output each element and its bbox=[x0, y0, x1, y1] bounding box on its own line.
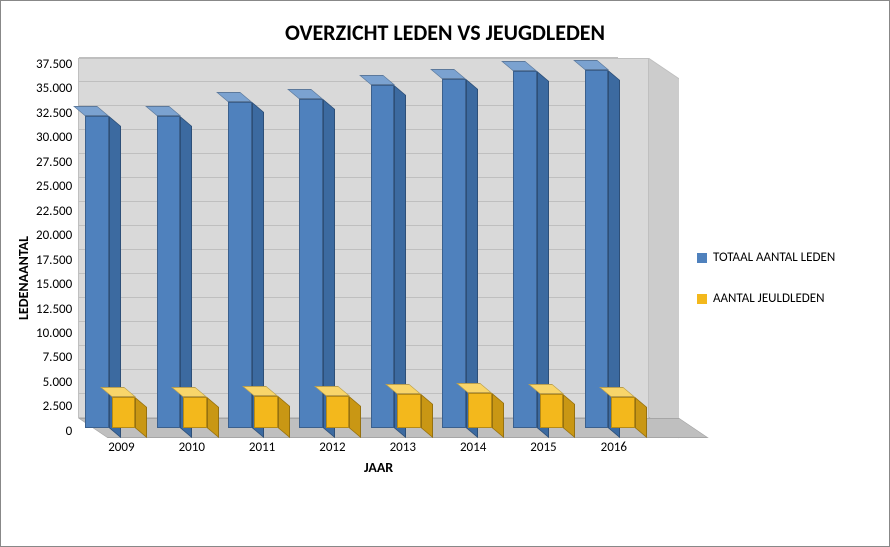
bar-totaal bbox=[85, 116, 109, 428]
bar-totaal bbox=[513, 71, 537, 428]
y-tick: 25.000 bbox=[36, 180, 72, 193]
y-tick: 0 bbox=[66, 425, 73, 438]
y-tick: 12.500 bbox=[36, 303, 72, 316]
y-tick: 10.000 bbox=[36, 327, 72, 340]
y-tick: 35.000 bbox=[36, 82, 72, 95]
bar-jeugd bbox=[254, 396, 278, 428]
x-tick: 2012 bbox=[297, 440, 367, 455]
bar-jeugd bbox=[611, 397, 635, 428]
bar-jeugd bbox=[397, 394, 421, 428]
legend-swatch bbox=[697, 253, 707, 263]
x-axis-ticks: 20092010201120122013201420152016 bbox=[86, 440, 649, 455]
bar-totaal bbox=[228, 102, 252, 428]
y-axis-label: LEDENAANTAL bbox=[11, 58, 36, 498]
x-tick: 2009 bbox=[86, 440, 156, 455]
y-tick: 2.500 bbox=[43, 400, 73, 413]
chart-body: LEDENAANTAL 37.500 35.000 32.500 30.000 27.5… bbox=[11, 58, 879, 498]
bar-totaal bbox=[442, 79, 466, 428]
x-tick: 2014 bbox=[438, 440, 508, 455]
bar-jeugd bbox=[326, 396, 350, 428]
x-tick: 2010 bbox=[157, 440, 227, 455]
y-tick: 15.000 bbox=[36, 278, 72, 291]
plot-area: 20092010201120122013201420152016 JAAR bbox=[78, 58, 679, 498]
y-tick: 30.000 bbox=[36, 131, 72, 144]
y-tick: 5.000 bbox=[43, 376, 73, 389]
legend-swatch bbox=[697, 294, 707, 304]
chart-container: OVERZICHT LEDEN VS JEUGDLEDEN LEDENAANTA… bbox=[0, 0, 890, 547]
x-tick: 2011 bbox=[227, 440, 297, 455]
x-tick: 2013 bbox=[368, 440, 438, 455]
plot-3d bbox=[78, 58, 679, 438]
y-tick: 37.500 bbox=[36, 58, 72, 71]
x-tick: 2015 bbox=[508, 440, 578, 455]
bar-jeugd bbox=[468, 393, 492, 428]
y-tick: 7.500 bbox=[43, 351, 73, 364]
legend: TOTAAL AANTAL LEDEN AANTAL JEULDLEDEN bbox=[679, 58, 879, 498]
y-tick: 27.500 bbox=[36, 156, 72, 169]
y-tick: 20.000 bbox=[36, 229, 72, 242]
x-axis-label: JAAR bbox=[78, 459, 679, 476]
bar-totaal bbox=[371, 85, 395, 428]
y-axis-ticks: 37.500 35.000 32.500 30.000 27.500 25.000 22.5… bbox=[36, 58, 78, 438]
bar-jeugd bbox=[183, 397, 207, 428]
side-wall bbox=[649, 58, 679, 418]
bar-jeugd bbox=[112, 397, 136, 428]
chart-title: OVERZICHT LEDEN VS JEUGDLEDEN bbox=[11, 19, 879, 46]
legend-item: TOTAAL AANTAL LEDEN bbox=[697, 250, 879, 265]
bar-jeugd bbox=[540, 394, 564, 428]
legend-item: AANTAL JEULDLEDEN bbox=[697, 291, 879, 306]
bar-totaal bbox=[585, 70, 609, 428]
legend-label: AANTAL JEULDLEDEN bbox=[713, 291, 825, 306]
y-tick: 17.500 bbox=[36, 254, 72, 267]
bars-layer bbox=[78, 58, 649, 418]
y-tick: 22.500 bbox=[36, 205, 72, 218]
legend-label: TOTAAL AANTAL LEDEN bbox=[713, 250, 835, 265]
bar-totaal bbox=[299, 99, 323, 428]
y-tick: 32.500 bbox=[36, 107, 72, 120]
bar-totaal bbox=[157, 116, 181, 428]
x-tick: 2016 bbox=[579, 440, 649, 455]
